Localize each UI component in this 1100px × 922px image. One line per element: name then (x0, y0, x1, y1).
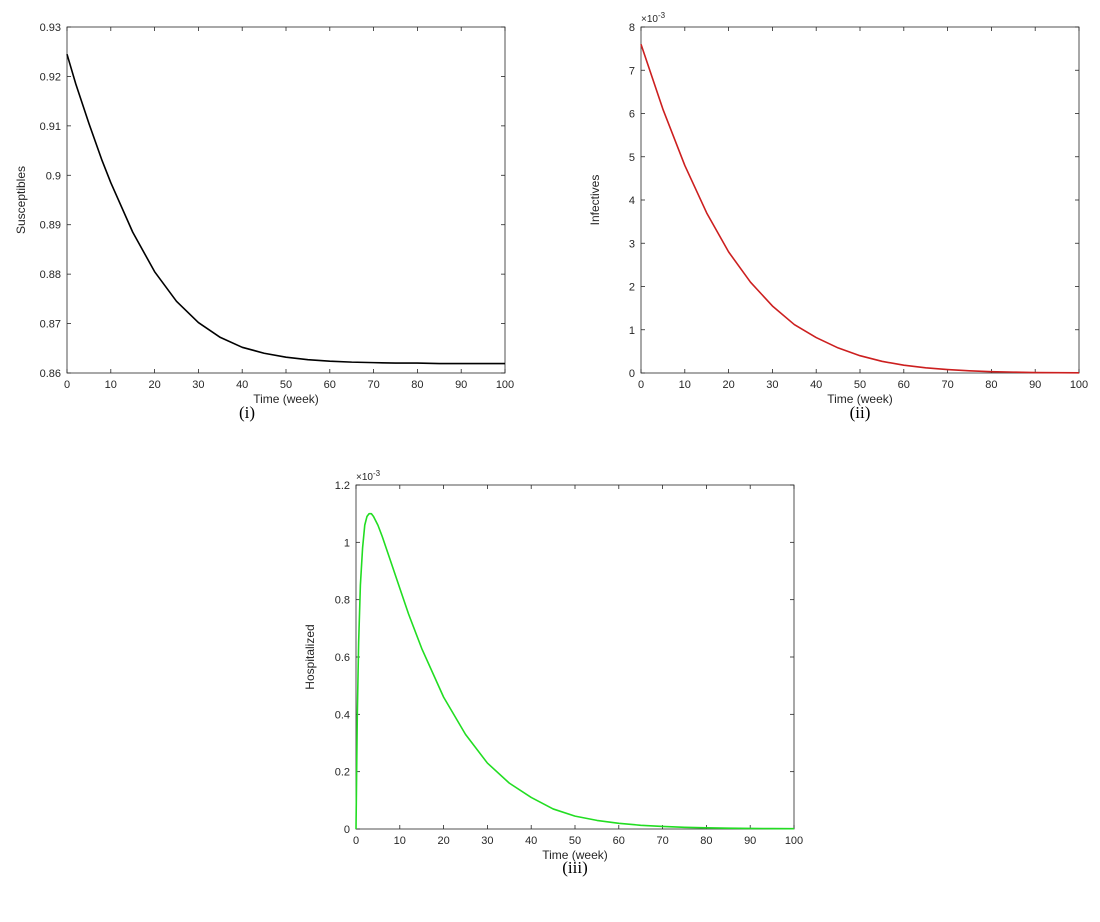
x-tick-label: 80 (411, 379, 423, 391)
y-axis-exponent: ×10-3 (356, 469, 381, 483)
y-tick-label: 2 (629, 282, 635, 294)
x-tick-label: 60 (898, 379, 910, 391)
x-tick-label: 100 (785, 835, 803, 847)
x-tick-label: 70 (656, 835, 668, 847)
y-tick-label: 3 (629, 238, 635, 250)
y-tick-label: 0.8 (335, 595, 350, 607)
x-tick-label: 20 (437, 835, 449, 847)
x-tick-label: 40 (810, 379, 822, 391)
y-tick-label: 5 (629, 152, 635, 164)
y-tick-label: 0.91 (40, 121, 61, 133)
x-tick-label: 0 (638, 379, 644, 391)
y-axis-label: Susceptibles (14, 166, 28, 234)
y-tick-label: 0 (344, 824, 350, 836)
plot-area-frame (66, 26, 506, 374)
panel-label: (i) (239, 403, 255, 422)
panel-label: (iii) (562, 858, 588, 877)
x-tick-label: 80 (985, 379, 997, 391)
x-tick-label: 90 (744, 835, 756, 847)
y-tick-label: 0.93 (40, 22, 61, 34)
x-axis-label: Time (week) (253, 392, 319, 406)
y-tick-label: 0.9 (46, 170, 61, 182)
x-tick-label: 40 (236, 379, 248, 391)
x-tick-label: 60 (324, 379, 336, 391)
chart-panel-3: 0 10 20 30 40 50 60 70 80 90 100 0 0.2 0.4 0.6 0.8 1 1.2 ×… (303, 469, 803, 877)
y-axis-exponent-power: -3 (658, 11, 666, 20)
x-tick-label: 90 (1029, 379, 1041, 391)
x-tick-label: 20 (722, 379, 734, 391)
y-tick-label: 4 (629, 195, 635, 207)
chart-panel-1: 0 10 20 30 40 50 60 70 80 90 100 0.86 0.87 0.88 0.89 0.… (14, 22, 514, 422)
x-tick-label: 70 (367, 379, 379, 391)
x-axis-label: Time (week) (827, 392, 893, 406)
y-axis-exponent: ×10-3 (641, 11, 666, 25)
x-tick-label: 70 (941, 379, 953, 391)
x-tick-label: 50 (569, 835, 581, 847)
plot-area-frame (355, 484, 795, 830)
series-line (355, 512, 795, 830)
x-tick-label: 100 (1070, 379, 1088, 391)
x-tick-label: 10 (394, 835, 406, 847)
x-tick-label: 60 (613, 835, 625, 847)
y-axis-label: Hospitalized (303, 624, 317, 689)
x-tick-label: 0 (64, 379, 70, 391)
y-tick-label: 0.88 (40, 269, 61, 281)
y-tick-label: 0.86 (40, 368, 61, 380)
y-tick-label: 0.4 (335, 709, 350, 721)
y-tick-label: 8 (629, 22, 635, 34)
x-tick-label: 40 (525, 835, 537, 847)
x-tick-label: 20 (148, 379, 160, 391)
y-tick-label: 0.92 (40, 71, 61, 83)
x-tick-label: 0 (353, 835, 359, 847)
y-tick-label: 0.89 (40, 220, 61, 232)
y-tick-label: 7 (629, 65, 635, 77)
y-tick-label: 6 (629, 109, 635, 121)
y-tick-label: 0.2 (335, 767, 350, 779)
y-tick-label: 1.2 (335, 480, 350, 492)
y-tick-label: 0.6 (335, 652, 350, 664)
series-line (66, 53, 505, 365)
y-axis-exponent-power: -3 (373, 469, 381, 478)
y-tick-label: 0 (629, 368, 635, 380)
x-tick-label: 30 (481, 835, 493, 847)
chart-panel-2: 0 10 20 30 40 50 60 70 80 90 100 0 1 2 3 4 5 6 7 8 ×10-3 Time… (588, 11, 1088, 422)
x-tick-label: 10 (105, 379, 117, 391)
x-tick-label: 100 (496, 379, 514, 391)
series-line (640, 44, 1080, 374)
x-axis-label: Time (week) (542, 848, 608, 862)
y-tick-label: 0.87 (40, 319, 61, 331)
x-tick-label: 30 (766, 379, 778, 391)
y-tick-label: 1 (344, 537, 350, 549)
x-tick-label: 30 (192, 379, 204, 391)
y-tick-label: 1 (629, 325, 635, 337)
y-axis-label: Infectives (588, 175, 602, 226)
x-tick-label: 50 (280, 379, 292, 391)
x-tick-label: 90 (455, 379, 467, 391)
x-tick-label: 10 (679, 379, 691, 391)
panel-label: (ii) (850, 403, 871, 422)
plot-area-frame (640, 26, 1080, 374)
x-tick-label: 80 (700, 835, 712, 847)
x-tick-label: 50 (854, 379, 866, 391)
